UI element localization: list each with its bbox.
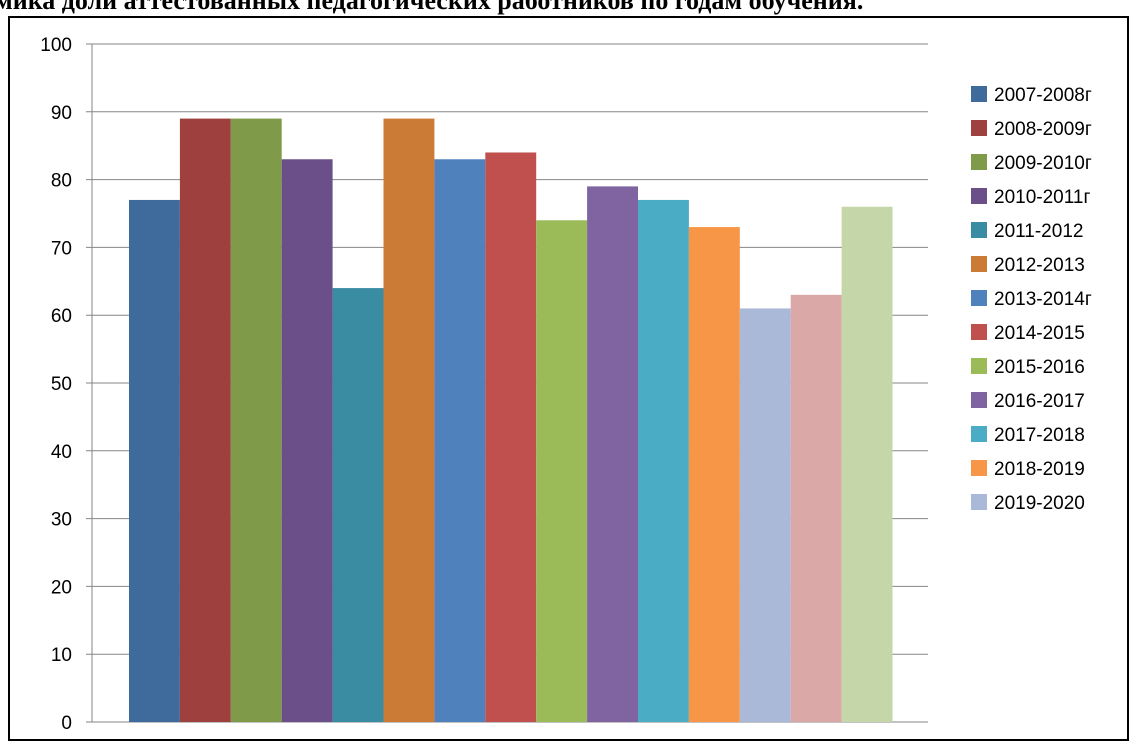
legend-label: 2019-2020 [994,493,1085,514]
bar [587,186,638,722]
bar [688,227,740,722]
legend-swatch [971,358,987,374]
legend-swatch [971,154,987,170]
legend-label: 2010-2011г [994,187,1090,208]
legend-swatch [971,222,987,238]
y-tick-label: 60 [51,306,72,327]
bar [485,152,537,723]
y-tick-label: 10 [51,645,72,666]
legend-label: 2007-2008г [994,85,1092,106]
y-tick-label: 50 [51,374,72,395]
legend-swatch [971,86,987,102]
legend-swatch [971,460,987,476]
bar [332,288,384,722]
legend-swatch [971,290,987,306]
legend-swatch [971,120,987,136]
legend-swatch [971,392,987,408]
bar [790,294,842,722]
legend-label: 2018-2019 [994,459,1085,480]
legend-label: 2014-2015 [994,323,1085,344]
bar [179,118,231,722]
legend-swatch [971,324,987,340]
chart-title: амика доли аттестованных педагогических … [0,0,864,15]
y-tick-label: 90 [51,103,72,124]
bar [281,159,333,722]
legend-label: 2013-2014г [994,289,1092,310]
legend-label: 2017-2018 [994,425,1085,446]
bar [434,159,486,722]
legend-label: 2008-2009г [994,119,1092,140]
bar [129,199,180,722]
bar [841,206,893,723]
bar [383,118,435,722]
y-tick-label: 0 [61,713,72,734]
bar [230,118,282,722]
legend-label: 2009-2010г [994,153,1092,174]
y-tick-label: 70 [51,238,72,259]
y-tick-label: 40 [51,442,72,463]
legend-label: 2011-2012 [994,221,1083,242]
legend-swatch [971,256,987,272]
y-tick-label: 30 [51,510,72,531]
legend-swatch [971,426,987,442]
y-tick-label: 80 [51,171,72,192]
y-tick-label: 20 [51,577,72,598]
legend-label: 2016-2017 [994,391,1085,412]
y-tick-label: 100 [40,35,72,56]
legend-label: 2012-2013 [994,255,1085,276]
legend-label: 2015-2016 [994,357,1085,378]
legend-swatch [971,494,987,510]
bar [739,308,791,722]
bar [536,220,588,722]
legend-swatch [971,188,987,204]
bar [638,199,689,722]
